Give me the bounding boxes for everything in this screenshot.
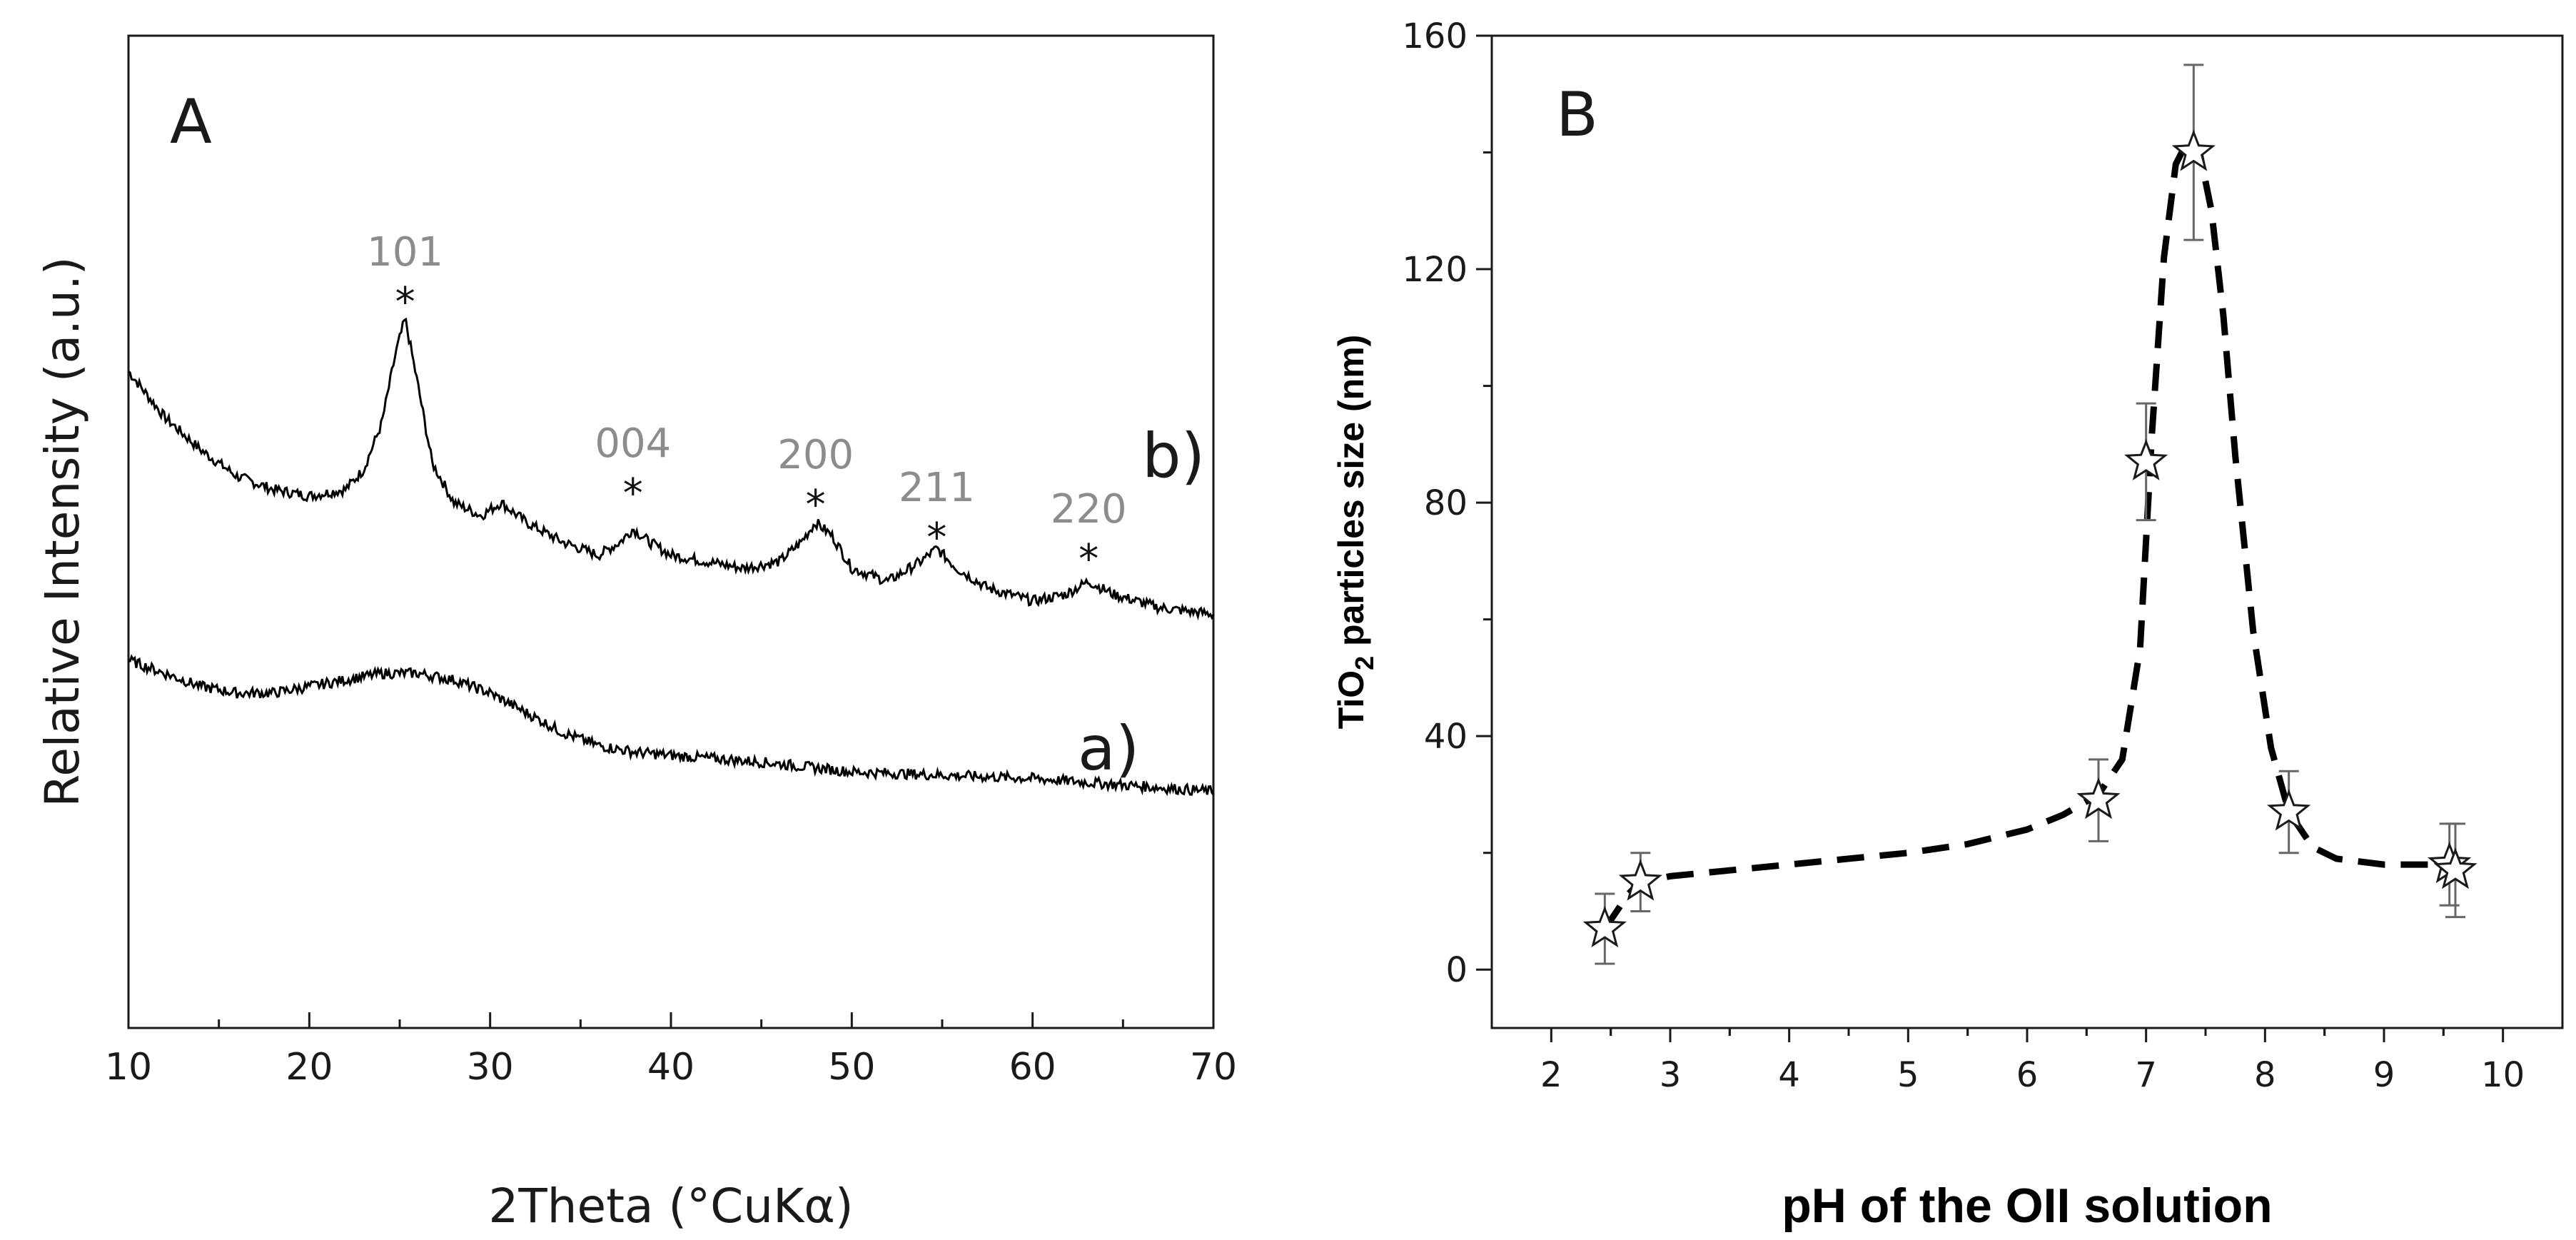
panel-b: B 2 3 4 5 6 7 8 9 10 0 40 80 120 160 pH of the OII so…: [1331, 16, 2564, 1233]
peak-marker-004: *: [623, 470, 643, 517]
peak-marker-220: *: [1079, 536, 1098, 583]
panel-b-data-point: [2171, 129, 2216, 171]
panel-a-y-axis-title: Relative Intensity (a.u.): [35, 256, 90, 807]
panel-a-series-a-line: [128, 654, 1215, 797]
panel-b-x-tick-label: 8: [2254, 1055, 2276, 1095]
panel-a-x-tick-label: 10: [105, 1046, 152, 1089]
panel-b-y-tick-label: 40: [1424, 717, 1468, 757]
panel-b-data-point: [2267, 789, 2311, 831]
panel-b-x-tick-label: 9: [2373, 1055, 2395, 1095]
panel-b-label: B: [1556, 79, 1598, 151]
panel-b-x-tick-label: 2: [1540, 1055, 1562, 1095]
panel-b-data-points: [1582, 64, 2477, 965]
peak-label-101: 101: [367, 229, 443, 276]
y-title-subscript: 2: [1350, 656, 1379, 670]
panel-b-x-tick-label: 10: [2481, 1055, 2525, 1095]
panel-b-fit-curve: [1602, 137, 2455, 931]
peak-marker-101: *: [395, 279, 415, 326]
panel-a-label: A: [170, 86, 212, 158]
panel-a-series-a-label: a): [1078, 713, 1139, 785]
panel-b-axis-ticks: 2 3 4 5 6 7 8 9 10 0 40 80 120 160: [1402, 16, 2525, 1095]
panel-b-x-tick-label: 3: [1660, 1055, 1682, 1095]
peak-marker-200: *: [806, 482, 826, 528]
panel-b-x-tick-label: 7: [2135, 1055, 2157, 1095]
peak-label-211: 211: [899, 465, 975, 511]
panel-b-y-tick-label: 80: [1424, 483, 1468, 523]
panel-a-series-b-line: [128, 317, 1215, 621]
peak-label-004: 004: [595, 420, 671, 467]
panel-b-y-axis-title: TiO2 particles size (nm): [1331, 335, 1379, 730]
panel-a-x-tick-label: 30: [467, 1046, 514, 1089]
panel-a-x-tick-label: 60: [1009, 1046, 1056, 1089]
panel-b-x-tick-label: 4: [1778, 1055, 1800, 1095]
panel-a-x-ticks: 10 20 30 40 50 60 70: [105, 1012, 1237, 1089]
panel-a-peak-annotations: 101*004*200* 211*220*: [367, 229, 1126, 583]
panel-a: A 10 20 30 40 50 60 70 101*004*200* 211*220* b)…: [35, 34, 1237, 1234]
panel-a-x-tick-label: 70: [1190, 1046, 1237, 1089]
y-title-rest: particles size (nm): [1331, 335, 1371, 656]
peak-marker-211: *: [926, 515, 946, 561]
panel-b-data-point: [1618, 859, 1662, 901]
peak-label-220: 220: [1051, 486, 1127, 533]
panel-a-x-tick-label: 40: [647, 1046, 694, 1089]
panel-a-x-tick-label: 20: [286, 1046, 333, 1089]
panel-b-data-point: [2124, 438, 2168, 480]
panel-b-fit-curve-line: [1602, 137, 2455, 931]
panel-b-x-axis-title: pH of the OII solution: [1782, 1179, 2272, 1233]
panel-a-series-b-label: b): [1142, 420, 1205, 492]
panel-a-x-axis-title: 2Theta (°CuKα): [488, 1179, 853, 1234]
panel-b-y-tick-label: 0: [1445, 950, 1468, 990]
y-title-main: TiO: [1331, 670, 1371, 729]
panel-b-data-point: [2076, 777, 2121, 820]
peak-label-200: 200: [777, 432, 854, 478]
panel-a-curves: [128, 317, 1215, 797]
panel-b-data-point: [2433, 847, 2477, 889]
panel-b-x-tick-label: 5: [1897, 1055, 1919, 1095]
panel-b-y-tick-label: 160: [1402, 16, 1468, 56]
panel-b-x-tick-label: 6: [2016, 1055, 2039, 1095]
panel-a-x-tick-label: 50: [828, 1046, 875, 1089]
panel-b-data-point: [1582, 905, 1627, 948]
panel-b-y-tick-label: 120: [1402, 250, 1468, 290]
